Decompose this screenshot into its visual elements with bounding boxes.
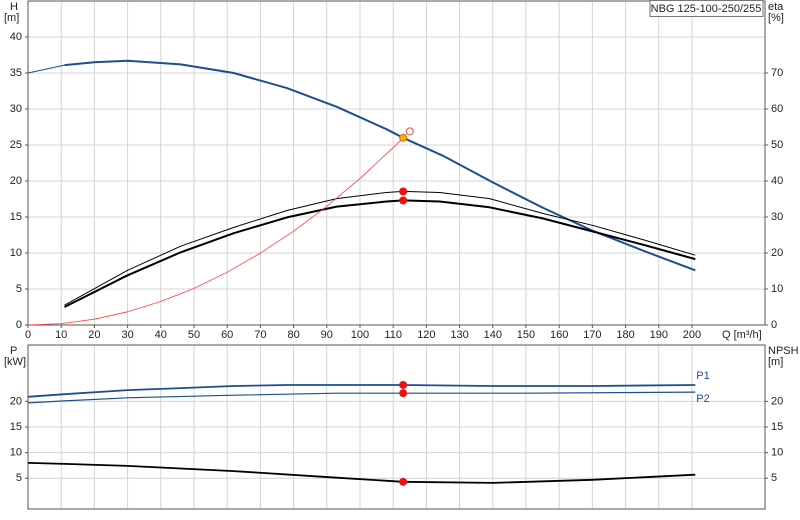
annotation: NBG 125-100-250/255 — [651, 3, 762, 15]
y2-tick-label: 60 — [771, 103, 783, 115]
x-tick-label: 60 — [221, 329, 233, 341]
y2-tick-label: 40 — [771, 175, 783, 187]
y-tick-label: 40 — [10, 31, 22, 43]
y-tick-label: 5 — [16, 283, 22, 295]
y-axis-label: H — [10, 1, 18, 13]
marker — [399, 187, 408, 196]
x-tick-label: 180 — [616, 329, 634, 341]
x-tick-label: 90 — [321, 329, 333, 341]
y2-tick-label: 0 — [771, 319, 777, 331]
x-tick-label: 130 — [450, 329, 468, 341]
x-tick-label: 20 — [88, 329, 100, 341]
series-line — [27, 64, 65, 74]
series-line — [64, 190, 696, 306]
y2-tick-label: 70 — [771, 67, 783, 79]
x-tick-label: 150 — [517, 329, 535, 341]
x-tick-label: 50 — [188, 329, 200, 341]
y-tick-label: 15 — [10, 421, 22, 433]
x-tick-label: 110 — [384, 329, 402, 341]
y2-tick-label: 15 — [771, 421, 783, 433]
y-tick-label: 20 — [10, 395, 22, 407]
y-axis-label: [kW] — [4, 356, 26, 368]
y2-axis-label: [%] — [768, 12, 784, 24]
y-tick-label: 10 — [10, 247, 22, 259]
y-axis-label: P — [10, 345, 17, 357]
x-tick-label: 40 — [155, 329, 167, 341]
y2-axis-label: NPSH — [768, 345, 799, 357]
y2-tick-label: 20 — [771, 395, 783, 407]
x-tick-label: 160 — [550, 329, 568, 341]
x-tick-label: 70 — [254, 329, 266, 341]
x-tick-label: 10 — [55, 329, 67, 341]
x-axis-label: Q [m³/h] — [722, 329, 762, 341]
y-tick-label: 10 — [10, 447, 22, 459]
y-tick-label: 5 — [16, 472, 22, 484]
marker — [399, 133, 408, 142]
x-tick-label: 0 — [25, 329, 31, 341]
series-label: P2 — [696, 393, 709, 405]
y-tick-label: 15 — [10, 211, 22, 223]
plot-frame — [27, 344, 766, 510]
marker — [399, 196, 408, 205]
x-tick-label: 30 — [121, 329, 133, 341]
x-tick-label: 170 — [583, 329, 601, 341]
series-line — [64, 199, 696, 308]
series-line — [64, 59, 696, 272]
x-tick-label: 120 — [417, 329, 435, 341]
y2-tick-label: 30 — [771, 211, 783, 223]
x-tick-label: 190 — [650, 329, 668, 341]
x-tick-label: 80 — [287, 329, 299, 341]
x-tick-label: 140 — [484, 329, 502, 341]
y2-tick-label: 5 — [771, 472, 777, 484]
plot-frame — [27, 0, 766, 326]
y-tick-label: 30 — [10, 103, 22, 115]
series-line — [27, 134, 407, 326]
y-tick-label: 25 — [10, 139, 22, 151]
series-line — [27, 384, 696, 398]
y2-tick-label: 20 — [771, 247, 783, 259]
series-label: P1 — [696, 370, 709, 382]
y2-tick-label: 10 — [771, 283, 783, 295]
x-tick-label: 200 — [683, 329, 701, 341]
y-axis-label: [m] — [4, 12, 19, 24]
marker — [399, 380, 408, 389]
series-line — [27, 462, 696, 484]
y-tick-label: 20 — [10, 175, 22, 187]
y2-tick-label: 10 — [771, 447, 783, 459]
y2-axis-label: [m] — [768, 356, 783, 368]
x-tick-label: 100 — [351, 329, 369, 341]
series-line — [27, 391, 696, 404]
y2-tick-label: 50 — [771, 139, 783, 151]
y-tick-label: 35 — [10, 67, 22, 79]
y-tick-label: 0 — [16, 319, 22, 331]
marker — [405, 127, 414, 136]
annotation-box — [649, 0, 764, 17]
marker — [399, 389, 408, 398]
y2-axis-label: eta — [768, 1, 784, 13]
marker — [399, 477, 408, 486]
